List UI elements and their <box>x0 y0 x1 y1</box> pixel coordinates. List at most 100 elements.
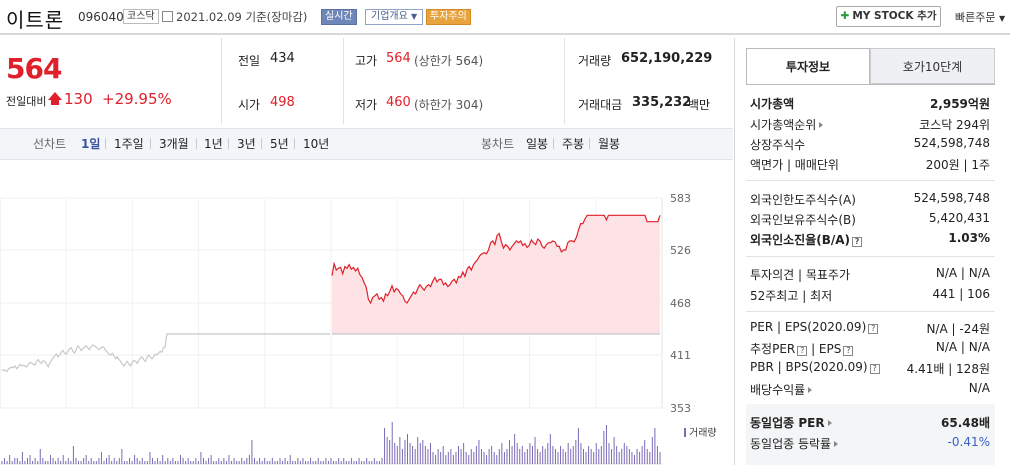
par-label: 액면가 <box>750 158 784 172</box>
tab-monthly[interactable]: 월봉 <box>598 137 621 151</box>
help-icon[interactable]: ? <box>869 364 880 374</box>
change-label: 전일대비 <box>6 95 47 108</box>
tab-underline <box>746 84 995 85</box>
caret-right-icon <box>819 122 824 128</box>
row-divider <box>746 180 995 181</box>
tab-10year[interactable]: 10년 <box>303 137 330 151</box>
foreign-rate-row: 외국인소진율(B/A)? <box>750 231 863 248</box>
change-value: 130 <box>64 90 93 108</box>
panel-divider <box>734 38 735 465</box>
tab-1day[interactable]: 1일 <box>81 137 101 151</box>
foreign-rate-label: 외국인소진율(B/A) <box>750 233 851 247</box>
high-value: 564 <box>386 51 411 66</box>
volume-label: 거래량 <box>578 54 612 68</box>
amount-label: 거래대금 <box>578 98 623 112</box>
tab-invest-info[interactable]: 투자정보 <box>746 48 870 84</box>
tab-orderbook[interactable]: 호가10단계 <box>870 48 995 84</box>
corp-info-button[interactable]: 기업개요 ▼ <box>365 9 424 25</box>
sector-per-row: 동일업종 PER <box>750 414 832 431</box>
opinion-target-value: N/A | N/A <box>935 266 990 280</box>
trade-unit-value: 1주 <box>971 158 990 172</box>
low-label: 저가 <box>355 98 378 112</box>
tab-divider <box>294 138 295 149</box>
est-per-label: 추정PER <box>750 342 796 356</box>
help-icon[interactable]: ? <box>843 346 854 356</box>
sector-rate-value: -0.41% <box>947 435 990 449</box>
tab-1year[interactable]: 1년 <box>204 137 223 151</box>
opinion-value: N/A <box>935 266 958 280</box>
mcap-value: 2,959억원 <box>929 97 990 111</box>
help-icon[interactable]: ? <box>852 237 863 247</box>
prev-close-label: 전일 <box>238 54 261 68</box>
mcap-rank-value: 코스닥 294위 <box>919 118 990 132</box>
pbr-row: PBR | BPS(2020.09)? <box>750 360 880 374</box>
chart-tab-bar <box>0 128 733 160</box>
open-label: 시가 <box>238 98 261 112</box>
tab-3year[interactable]: 3년 <box>237 137 256 151</box>
basis-text: 기준(장마감) <box>245 10 308 24</box>
low-value: 460 <box>386 95 411 110</box>
par-value: 200원 <box>925 158 960 172</box>
tab-divider <box>261 138 262 149</box>
realtime-button[interactable]: 실시간 <box>321 9 357 25</box>
date-text: 2021.02.09 <box>176 10 242 24</box>
tab-divider <box>196 138 197 149</box>
quick-order-label: 빠른주문 <box>955 11 996 24</box>
high-label: 고가 <box>355 54 378 68</box>
tab-5year[interactable]: 5년 <box>270 137 289 151</box>
trade-unit-label: 매매단위 <box>794 158 839 172</box>
foreign-hold-label: 외국인보유주식수(B) <box>750 213 856 227</box>
row-divider <box>746 256 995 257</box>
base-date: 2021.02.09 기준(장마감) <box>162 9 307 25</box>
header-divider <box>0 33 1010 35</box>
plus-icon: ✚ <box>840 10 850 22</box>
volume-legend-swatch <box>684 428 686 437</box>
caret-right-icon <box>834 441 839 447</box>
lower-limit: (하한가 304) <box>414 98 484 112</box>
caret-right-icon <box>827 420 832 426</box>
tab-3month[interactable]: 3개월 <box>159 137 189 151</box>
price-chart: 583 526 468 411 353 거래량 <box>0 192 717 465</box>
divider <box>564 38 565 124</box>
w52-high-label: 52주최고 <box>750 289 799 303</box>
tab-divider <box>150 138 151 149</box>
bps-label: BPS(2020.09) <box>785 360 868 374</box>
volume-legend-label: 거래량 <box>689 427 717 439</box>
change-percent: +29.95% <box>102 90 172 108</box>
stock-code: 096040 <box>78 10 124 24</box>
tab-divider <box>553 138 554 149</box>
tab-daily[interactable]: 일봉 <box>526 137 549 151</box>
div-row: 배당수익률 <box>750 381 813 398</box>
up-arrow-icon <box>48 92 62 100</box>
amount-value: 335,232 <box>632 95 692 110</box>
open-value: 498 <box>270 95 295 110</box>
y-tick-label: 353 <box>670 402 691 415</box>
foreign-limit-value: 524,598,748 <box>913 191 990 205</box>
est-eps-value: N/A <box>968 340 990 354</box>
mcap-label: 시가총액 <box>750 97 795 111</box>
add-mystock-button[interactable]: ✚ MY STOCK 추가 <box>836 6 941 27</box>
mcap-rank-label: 시가총액순위 <box>750 118 817 132</box>
div-value: N/A <box>968 381 990 395</box>
sector-box <box>746 404 995 465</box>
est-per-row: 추정PER? | EPS? <box>750 340 854 357</box>
help-icon[interactable]: ? <box>868 324 879 334</box>
target-value: N/A <box>968 266 990 280</box>
tab-weekly[interactable]: 주봉 <box>562 137 585 151</box>
foreign-hold-value: 5,420,431 <box>928 211 990 225</box>
quick-order-button[interactable]: 빠른주문 ▼ <box>955 9 1005 25</box>
sector-per-value: 65.48배 <box>941 416 990 430</box>
opinion-label: 투자의견 <box>750 268 795 282</box>
est-per-value: N/A <box>935 340 958 354</box>
tab-1week[interactable]: 1주일 <box>114 137 144 151</box>
target-label: 목표주가 <box>805 268 851 282</box>
per-value: N/A <box>926 322 948 336</box>
help-icon[interactable]: ? <box>797 346 808 356</box>
opinion-row: 투자의견 | 목표주가 <box>750 268 851 282</box>
divider <box>221 38 222 124</box>
line-chart-label: 선차트 <box>33 137 67 151</box>
chevron-down-icon: ▼ <box>998 14 1006 23</box>
shares-label: 상장주식수 <box>750 138 806 152</box>
tab-divider <box>228 138 229 149</box>
bps-value: 128원 <box>956 362 990 376</box>
